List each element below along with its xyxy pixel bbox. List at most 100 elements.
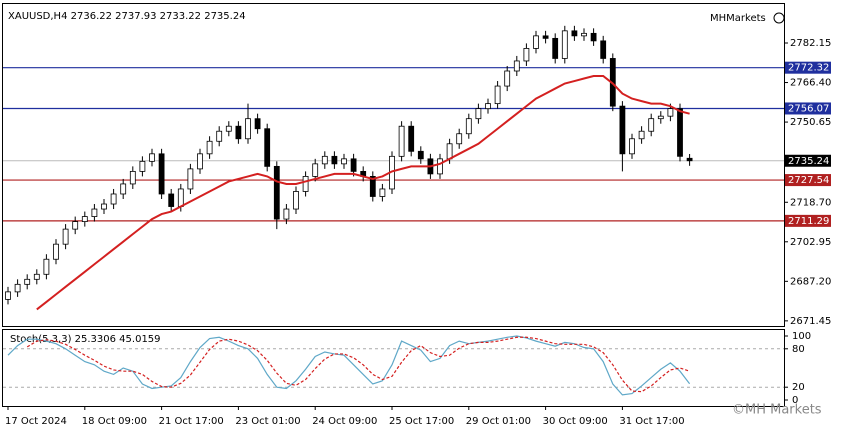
candle-body	[43, 258, 50, 275]
level-label-box	[785, 214, 831, 227]
candle-body	[341, 158, 347, 165]
candle-body	[408, 125, 415, 152]
candle-body	[177, 188, 184, 207]
x-tick-label: 24 Oct 09:00	[312, 416, 377, 427]
candle-body	[72, 221, 79, 230]
y-tick-label: 2702.95	[790, 237, 831, 248]
y-tick-label: 2750.65	[790, 117, 831, 128]
watermark: MHMarkets	[710, 13, 766, 24]
price-label: 2735.24	[788, 156, 829, 167]
x-tick-label: 29 Oct 01:00	[466, 416, 531, 427]
moving-average	[36, 75, 690, 311]
candle-body	[513, 60, 520, 72]
candle-body	[331, 155, 338, 165]
footer-watermark: ©MH Markets	[732, 403, 822, 418]
stoch-panel	[2, 329, 785, 407]
level-label: 2756.07	[788, 103, 829, 114]
level-label: 2711.29	[788, 216, 829, 227]
candle-body	[600, 40, 607, 59]
y-tick-label: 2687.20	[790, 276, 831, 287]
price-label-box	[785, 154, 831, 167]
candle-body	[369, 176, 376, 197]
candle-body	[24, 278, 31, 285]
candle-body	[552, 37, 559, 59]
candle-body	[264, 128, 271, 167]
candle-body	[590, 32, 597, 42]
candle-body	[187, 168, 194, 190]
stoch-tick-label: 20	[792, 382, 805, 393]
candle-body	[475, 108, 482, 120]
candle-body	[158, 153, 165, 195]
candle-body	[648, 118, 655, 132]
candle-body	[571, 30, 578, 37]
candle-body	[302, 176, 309, 192]
x-tick-label: 18 Oct 09:00	[82, 416, 147, 427]
candle-body	[465, 118, 472, 135]
candle-body	[91, 208, 98, 217]
candle-body	[446, 143, 453, 160]
candle-body	[485, 103, 491, 110]
candle-body	[33, 273, 40, 280]
candle-body	[81, 216, 88, 222]
y-tick-label: 2718.70	[790, 197, 831, 208]
chart-title: XAUUSD,H4 2736.22 2737.93 2733.22 2735.2…	[8, 11, 246, 22]
level-label-box	[785, 102, 831, 115]
candle-body	[561, 30, 568, 59]
candle-body	[533, 35, 539, 49]
candle-body	[667, 108, 674, 117]
stoch-line	[26, 336, 690, 393]
x-tick-label: 21 Oct 17:00	[159, 416, 224, 427]
candle-body	[139, 160, 146, 172]
stoch-tick-label: 0	[792, 395, 798, 406]
candle-body	[437, 158, 443, 175]
candle-body	[293, 191, 299, 210]
candle-body	[129, 170, 136, 185]
candle-body	[110, 193, 117, 205]
candle-body	[254, 118, 261, 130]
candle-body	[494, 85, 501, 105]
candle-body	[581, 32, 587, 37]
candle-body	[283, 208, 290, 220]
candle-body	[14, 283, 21, 293]
x-tick-label: 23 Oct 01:00	[235, 416, 300, 427]
x-tick-label: 25 Oct 17:00	[389, 416, 454, 427]
candle-body	[312, 163, 319, 177]
x-tick-label: 31 Oct 17:00	[619, 416, 684, 427]
candle-body	[206, 140, 213, 155]
candle-body	[168, 193, 175, 207]
candle-body	[245, 118, 251, 140]
stoch-title: Stoch(5,3,3) 25.3306 45.0159	[10, 334, 161, 345]
candle-body	[216, 130, 223, 142]
y-tick-label: 2766.40	[790, 78, 831, 89]
level-label: 2772.32	[788, 63, 829, 74]
candle-body	[197, 153, 203, 170]
stoch-tick-label: 100	[792, 331, 811, 342]
candle-body	[398, 125, 405, 157]
candle-body	[149, 153, 155, 162]
level-label: 2727.54	[788, 175, 829, 186]
candle-body	[120, 183, 127, 195]
y-tick-label: 2671.45	[790, 316, 831, 327]
y-tick-label: 2782.15	[790, 38, 831, 49]
stoch-tick-label: 80	[792, 344, 805, 355]
candle-body	[619, 105, 626, 155]
candle-body	[225, 125, 232, 132]
candle-body	[379, 188, 386, 197]
candle-body	[62, 228, 69, 245]
candle-body	[456, 133, 463, 145]
x-tick-label: 17 Oct 2024	[5, 416, 67, 427]
candle-body	[523, 48, 530, 62]
candle-body	[686, 157, 693, 162]
candle-body	[350, 158, 357, 172]
level-label-box	[785, 174, 831, 187]
candle-body	[417, 150, 424, 160]
candle-body	[677, 108, 683, 157]
x-tick-label: 30 Oct 09:00	[543, 416, 608, 427]
level-label-box	[785, 61, 831, 74]
candle-body	[542, 35, 549, 39]
candle-body	[5, 291, 11, 300]
main-panel	[2, 3, 785, 327]
candle-body	[53, 243, 59, 260]
